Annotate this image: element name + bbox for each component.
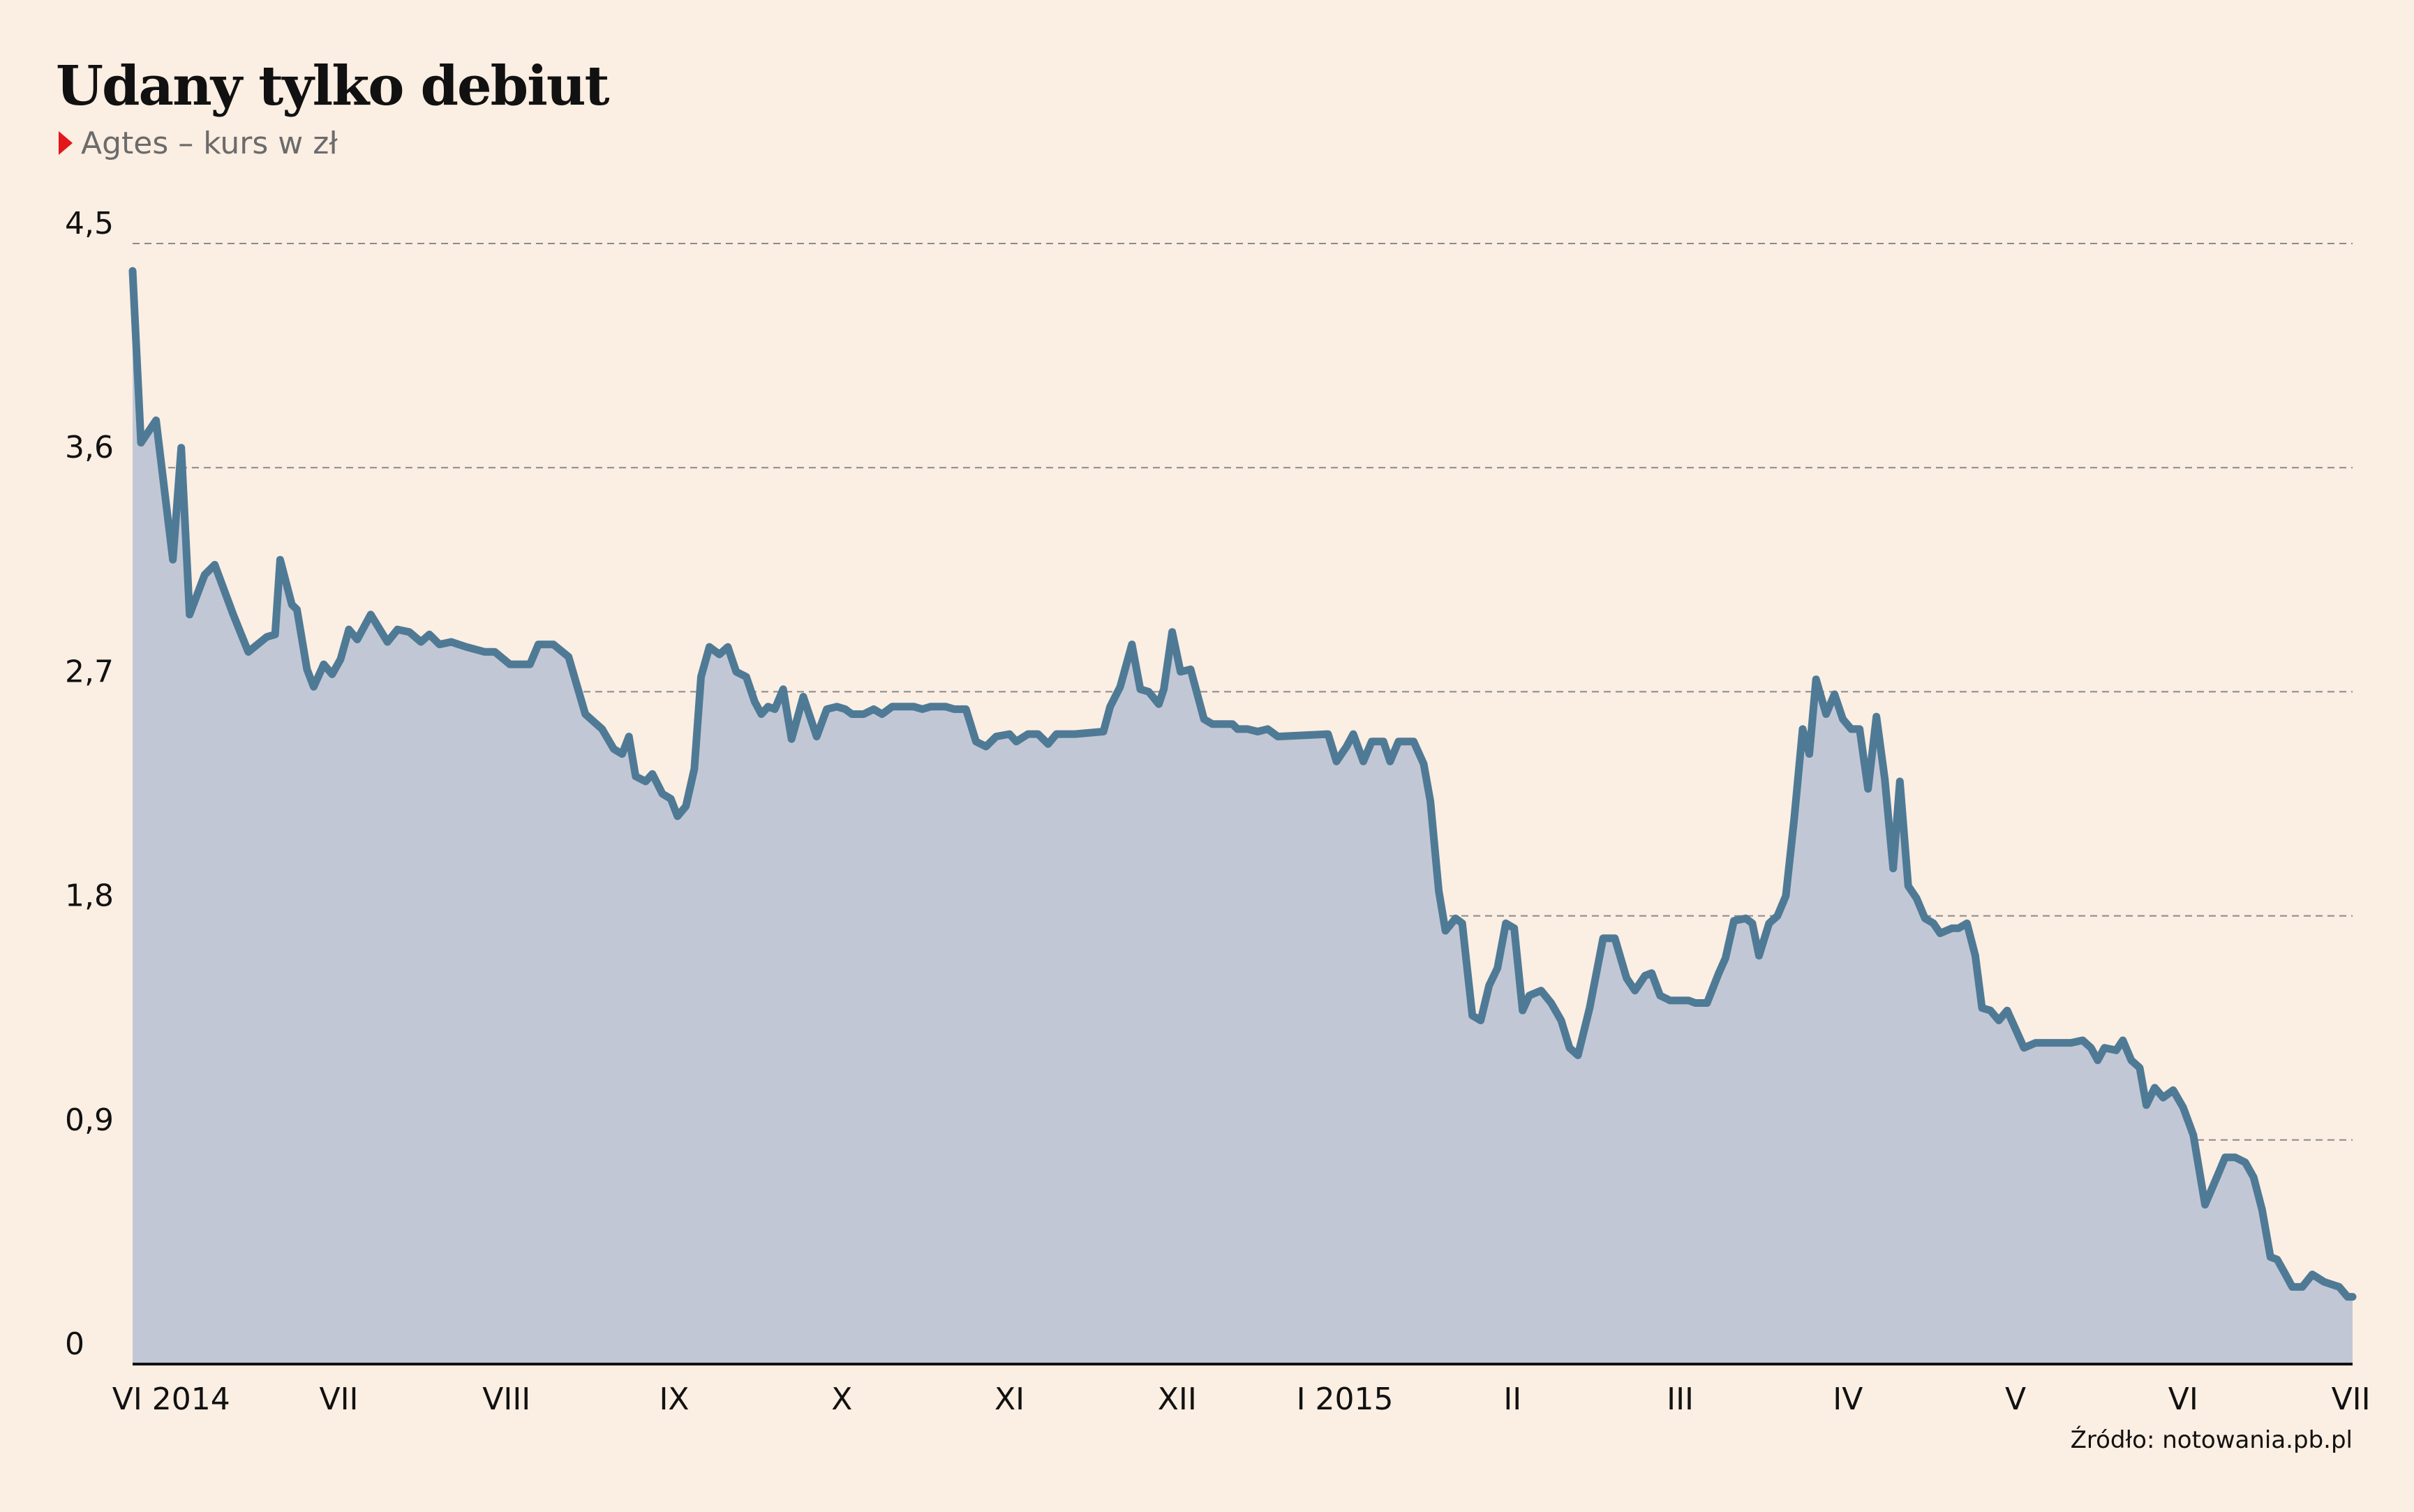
y-tick-label: 3,6 <box>65 430 114 465</box>
x-tick-label: XII <box>1158 1382 1197 1417</box>
price-line <box>128 267 2357 1301</box>
x-tick-label: I 2015 <box>1297 1382 1394 1417</box>
y-tick-label: 4,5 <box>65 206 114 241</box>
legend-marker <box>59 131 73 155</box>
y-tick-label: 2,7 <box>65 654 114 689</box>
area-fill <box>133 271 2353 1364</box>
x-tick-label: VI 2014 <box>112 1382 230 1417</box>
x-tick-label: VII <box>319 1382 358 1417</box>
x-tick-label: IV <box>1833 1382 1863 1417</box>
x-tick-label: III <box>1667 1382 1694 1417</box>
x-tick-label: XI <box>994 1382 1025 1417</box>
x-tick-label: VIII <box>482 1382 530 1417</box>
chart-title: Udany tylko debiut <box>56 54 610 118</box>
source-note: Źródło: notowania.pb.pl <box>2071 1425 2353 1454</box>
x-tick-label: V <box>2005 1382 2026 1417</box>
x-tick-label: II <box>1503 1382 1521 1417</box>
x-tick-label: X <box>831 1382 852 1417</box>
x-tick-label: VII <box>2332 1382 2371 1417</box>
x-tick-label: IX <box>659 1382 689 1417</box>
legend-label: Agtes – kurs w zł <box>81 126 338 161</box>
y-tick-label: 0,9 <box>65 1102 114 1138</box>
y-tick-label: 0 <box>65 1326 84 1362</box>
y-tick-label: 1,8 <box>65 878 114 914</box>
x-tick-label: VI <box>2168 1382 2198 1417</box>
